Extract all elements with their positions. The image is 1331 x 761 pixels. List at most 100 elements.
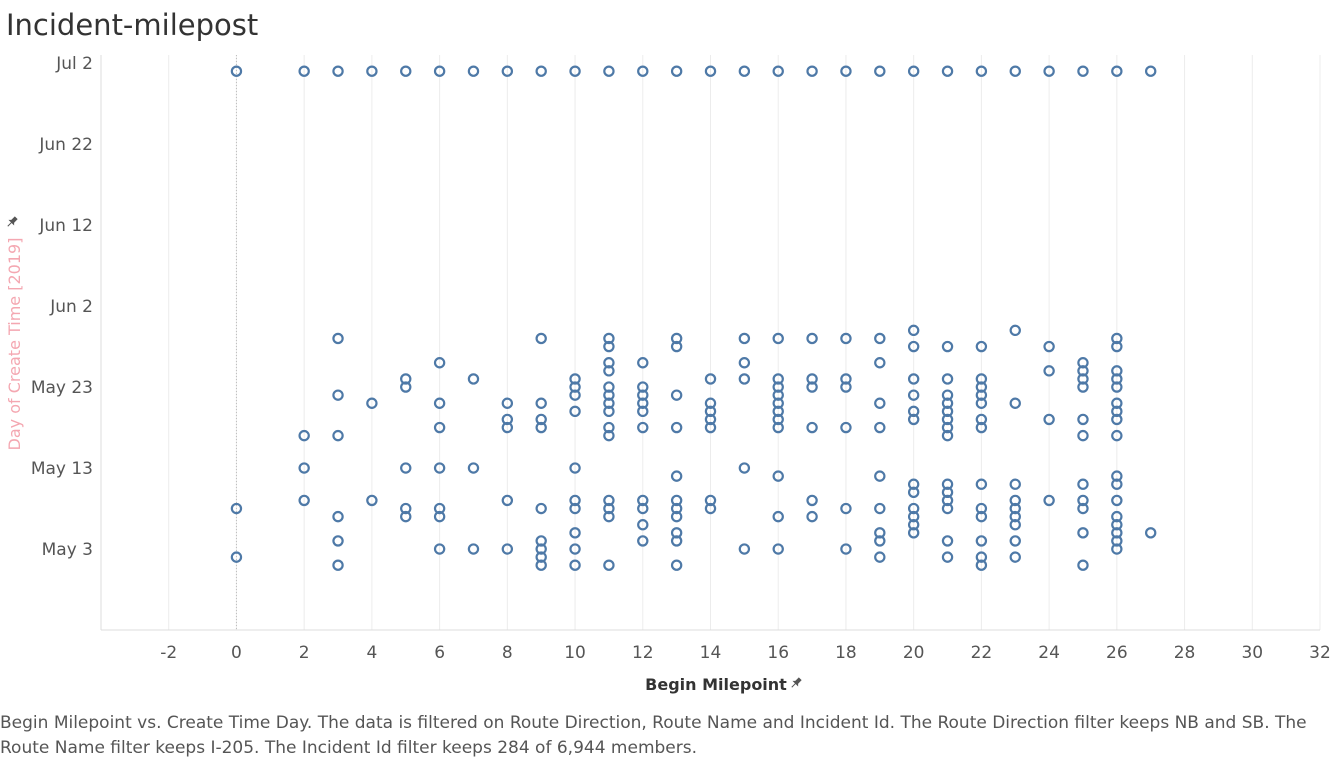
data-point[interactable] [569, 527, 581, 539]
data-point[interactable] [1009, 478, 1021, 490]
data-point[interactable] [907, 413, 920, 426]
data-point[interactable] [806, 510, 818, 523]
data-point[interactable] [400, 373, 412, 385]
data-point[interactable] [772, 373, 784, 385]
data-point[interactable] [569, 543, 581, 555]
data-point[interactable] [1077, 478, 1089, 490]
data-point[interactable] [569, 373, 581, 385]
data-point[interactable] [670, 494, 683, 507]
data-point[interactable] [975, 551, 988, 563]
data-point[interactable] [874, 65, 886, 77]
data-point[interactable] [941, 478, 954, 490]
data-point[interactable] [400, 381, 412, 393]
data-point[interactable] [704, 405, 717, 418]
data-point[interactable] [975, 381, 988, 393]
data-point[interactable] [1077, 502, 1089, 515]
data-point[interactable] [907, 65, 920, 77]
data-point[interactable] [400, 65, 412, 77]
data-point[interactable] [907, 478, 920, 490]
data-point[interactable] [941, 502, 954, 515]
data-point[interactable] [1111, 365, 1123, 377]
y-axis-label[interactable]: Day of Create Time [2019] [5, 238, 24, 451]
data-point[interactable] [1077, 429, 1089, 442]
data-point[interactable] [738, 357, 751, 369]
data-point[interactable] [298, 494, 310, 507]
data-point[interactable] [738, 65, 751, 77]
data-point[interactable] [874, 535, 886, 547]
data-point[interactable] [806, 421, 818, 434]
data-point[interactable] [1144, 65, 1157, 77]
data-point[interactable] [1077, 65, 1089, 77]
data-point[interactable] [772, 470, 784, 482]
data-point[interactable] [704, 502, 717, 515]
data-point[interactable] [569, 381, 581, 393]
data-point[interactable] [637, 65, 649, 77]
data-point[interactable] [941, 373, 954, 385]
data-point[interactable] [1111, 373, 1123, 385]
data-point[interactable] [433, 462, 446, 474]
data-point[interactable] [603, 421, 615, 434]
data-point[interactable] [1077, 365, 1089, 377]
data-point[interactable] [637, 519, 649, 531]
data-point[interactable] [975, 559, 988, 571]
data-point[interactable] [772, 389, 784, 401]
data-point[interactable] [670, 65, 683, 77]
data-point[interactable] [230, 65, 243, 77]
data-point[interactable] [400, 462, 412, 474]
data-point[interactable] [1111, 494, 1123, 507]
data-point[interactable] [1043, 413, 1055, 426]
data-point[interactable] [230, 551, 243, 563]
data-point[interactable] [603, 332, 615, 345]
data-point[interactable] [1111, 527, 1123, 539]
data-point[interactable] [1043, 65, 1055, 77]
data-point[interactable] [1077, 373, 1089, 385]
data-point[interactable] [298, 462, 310, 474]
data-point[interactable] [332, 535, 344, 547]
x-axis-label[interactable]: Begin Milepoint [645, 675, 787, 694]
data-point[interactable] [603, 389, 615, 401]
data-point[interactable] [332, 332, 344, 345]
data-point[interactable] [941, 389, 954, 401]
data-point[interactable] [874, 551, 886, 563]
data-point[interactable] [535, 543, 547, 555]
data-point[interactable] [840, 543, 852, 555]
data-point[interactable] [907, 519, 920, 531]
data-point[interactable] [907, 486, 920, 499]
data-point[interactable] [670, 527, 683, 539]
data-point[interactable] [332, 429, 344, 442]
data-point[interactable] [975, 397, 988, 409]
data-point[interactable] [366, 494, 378, 507]
data-point[interactable] [1111, 543, 1123, 555]
data-point[interactable] [840, 502, 852, 515]
data-point[interactable] [535, 397, 547, 409]
data-point[interactable] [975, 478, 988, 490]
data-point[interactable] [1077, 527, 1089, 539]
data-point[interactable] [535, 502, 547, 515]
data-point[interactable] [670, 340, 683, 353]
data-point[interactable] [772, 421, 784, 434]
data-point[interactable] [1111, 470, 1123, 482]
data-point[interactable] [603, 510, 615, 523]
data-point[interactable] [501, 494, 514, 507]
data-point[interactable] [366, 65, 378, 77]
data-point[interactable] [975, 502, 988, 515]
data-point[interactable] [332, 559, 344, 571]
data-point[interactable] [941, 405, 954, 418]
data-point[interactable] [569, 462, 581, 474]
data-point[interactable] [1009, 502, 1021, 515]
data-point[interactable] [433, 502, 446, 515]
data-point[interactable] [907, 405, 920, 418]
data-point[interactable] [670, 470, 683, 482]
data-point[interactable] [670, 389, 683, 401]
data-point[interactable] [535, 65, 547, 77]
data-point[interactable] [907, 527, 920, 539]
data-point[interactable] [1111, 65, 1123, 77]
data-point[interactable] [840, 373, 852, 385]
data-point[interactable] [603, 340, 615, 353]
data-point[interactable] [907, 373, 920, 385]
data-point[interactable] [603, 559, 615, 571]
data-marks[interactable] [230, 65, 1157, 571]
data-point[interactable] [501, 543, 514, 555]
data-point[interactable] [975, 421, 988, 434]
data-point[interactable] [501, 413, 514, 426]
